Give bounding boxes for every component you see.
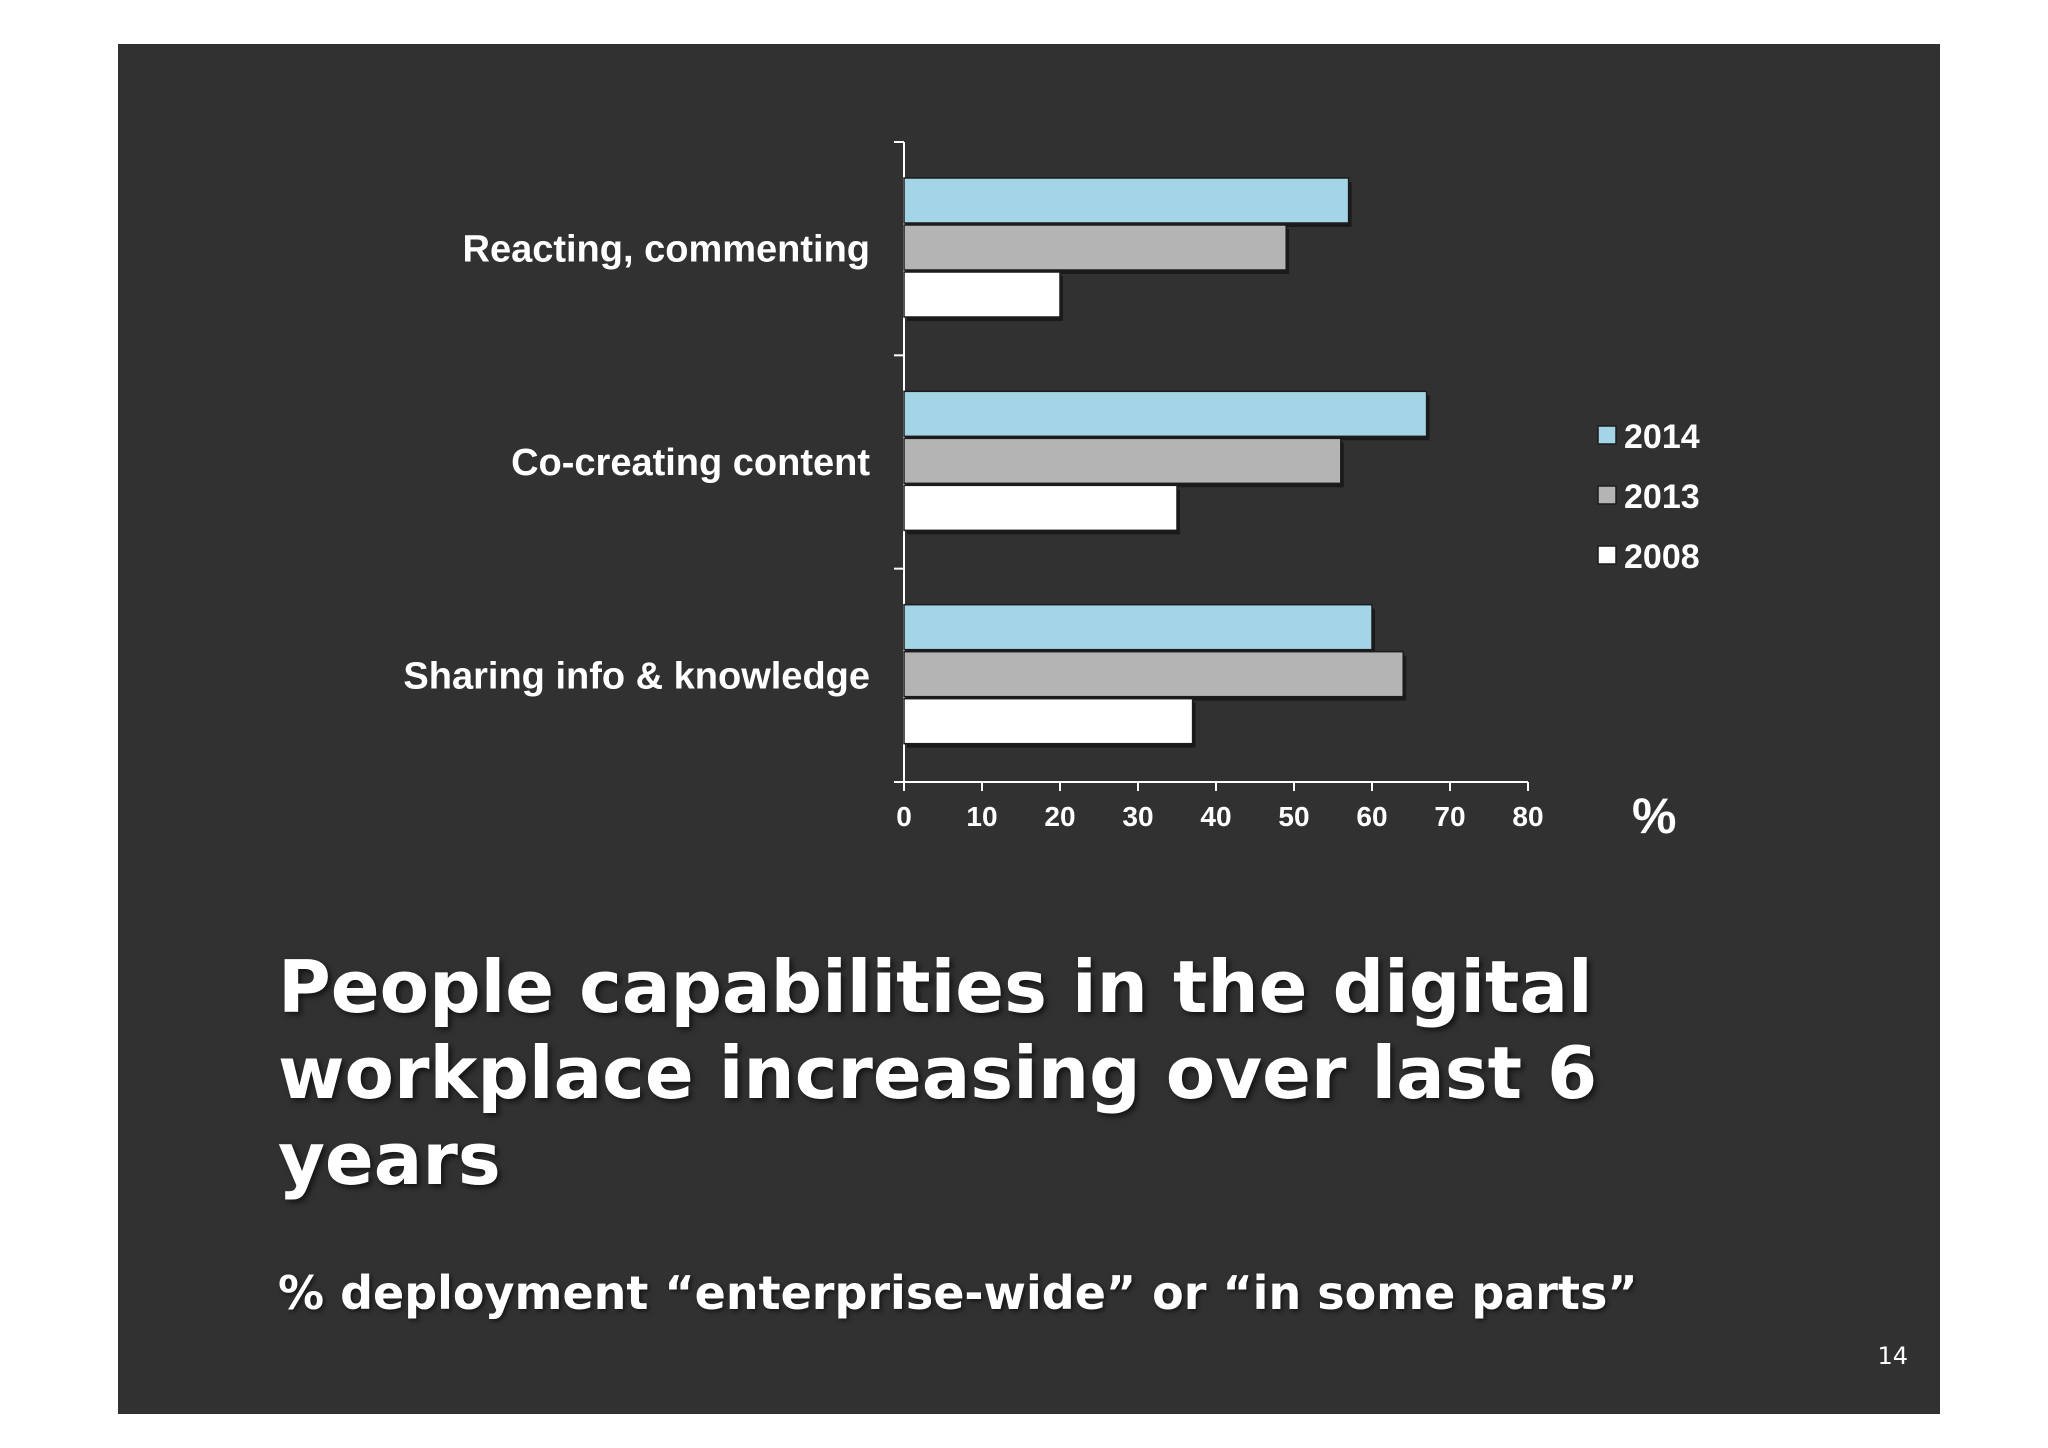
- legend-label: 2013: [1624, 478, 1700, 516]
- x-tick-label: 60: [1356, 801, 1387, 832]
- bar-2014: [903, 390, 1428, 438]
- x-tick-label: 50: [1278, 801, 1309, 832]
- legend-swatch-2013: [1597, 485, 1617, 505]
- legend-swatch-2008: [1597, 545, 1617, 565]
- bar-2014: [903, 177, 1350, 224]
- x-tick-label: 20: [1044, 801, 1075, 832]
- bar-2008: [903, 271, 1061, 318]
- x-tick-label: 10: [966, 801, 997, 832]
- bar-2013: [903, 650, 1404, 698]
- x-tick-label: 30: [1122, 801, 1153, 832]
- x-tick-label: 0: [896, 801, 912, 832]
- page-number: 14: [1877, 1342, 1908, 1370]
- slide: 0 10 20 30 40 50 60 70 80% Reacting, commenting Co…: [118, 44, 1940, 1414]
- bar-2008: [903, 484, 1178, 532]
- legend-swatch-2014: [1597, 425, 1617, 445]
- bar-chart: 0 10 20 30 40 50 60 70 80 % Reacting, commenting Co…: [403, 141, 1700, 844]
- category-label: Reacting, commenting: [463, 229, 871, 271]
- slide-headline: People capabilities in the digital workp…: [278, 945, 1598, 1201]
- category-label: Co-creating content: [511, 442, 870, 484]
- x-tick-label: 80: [1512, 801, 1543, 832]
- category-label: Sharing info & knowledge: [403, 655, 870, 697]
- bar-2013: [903, 224, 1287, 271]
- bar-2008: [903, 697, 1194, 745]
- x-tick-label: 70: [1434, 801, 1465, 832]
- bar-2014: [903, 603, 1373, 651]
- x-tick-label: 40: [1200, 801, 1231, 832]
- slide-subtitle: % deployment “enterprise-wide” or “in so…: [278, 1266, 1638, 1320]
- legend-label: 2014: [1624, 418, 1700, 456]
- bar-2013: [903, 437, 1342, 485]
- legend-label: 2008: [1624, 538, 1700, 576]
- x-axis-label: %: [1632, 788, 1676, 844]
